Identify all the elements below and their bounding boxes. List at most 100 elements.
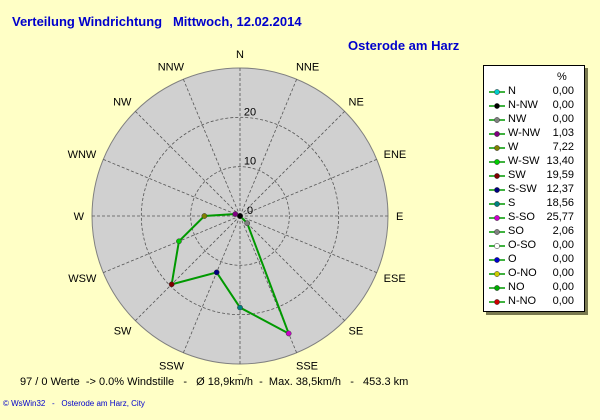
legend-swatch <box>489 201 505 207</box>
legend-item-s-so: S-SO 25,77 <box>484 211 584 225</box>
point-w <box>201 213 208 219</box>
legend-swatch <box>489 257 505 263</box>
stats-line: 97 / 0 Werte -> 0.0% Windstille - Ø 18,9… <box>20 376 409 388</box>
legend-item-n-no: N-NO 0,00 <box>484 295 584 309</box>
legend-item-sw: SW 19,59 <box>484 169 584 183</box>
legend-label: N-NO <box>508 295 537 307</box>
legend-value: 7,22 <box>552 141 574 153</box>
direction-label-nnw: NNW <box>158 61 185 73</box>
legend-value: 12,37 <box>546 183 574 195</box>
legend-label: O <box>508 253 517 265</box>
legend-label: NO <box>508 281 525 293</box>
legend-swatch <box>489 299 505 305</box>
legend-value: 0,00 <box>552 267 574 279</box>
legend-item-o-so: O-SO 0,00 <box>484 239 584 253</box>
legend-label: S-SO <box>508 211 535 223</box>
legend-swatch <box>489 145 505 151</box>
legend-item-no: NO 0,00 <box>484 281 584 295</box>
direction-label-n: N <box>236 49 244 61</box>
legend-value: 0,00 <box>552 281 574 293</box>
legend-item-s-sw: S-SW 12,37 <box>484 183 584 197</box>
location-label: Osterode am Harz <box>348 38 460 53</box>
legend-item-nw: NW 0,00 <box>484 113 584 127</box>
legend-value: 0,00 <box>552 85 574 97</box>
legend-label: O-SO <box>508 239 537 251</box>
legend-item-o: O 0,00 <box>484 253 584 267</box>
direction-label-sw: SW <box>114 326 132 338</box>
direction-label-ne: NE <box>349 96 364 108</box>
legend-item-s: S 18,56 <box>484 197 584 211</box>
radial-tick-10: 10 <box>244 156 256 168</box>
point-n-nw <box>237 213 243 219</box>
legend-label: N-NW <box>508 99 538 111</box>
legend-value: 0,00 <box>552 295 574 307</box>
legend-label: SW <box>508 169 526 181</box>
direction-label-se: SE <box>349 326 364 338</box>
point-w-nw <box>232 211 239 217</box>
legend-label: W <box>508 141 519 153</box>
direction-label-wsw: WSW <box>68 273 97 285</box>
legend-value: 0,00 <box>552 113 574 125</box>
legend-label: N <box>508 85 516 97</box>
legend-value: 13,40 <box>546 155 574 167</box>
direction-label-wnw: WNW <box>68 149 97 161</box>
legend-panel: % N 0,00 N-NW 0,00 NW 0,00 W-NW 1,03 W 7,22 W-SW 13… <box>483 65 585 312</box>
legend-swatch <box>489 187 505 193</box>
legend-swatch <box>489 173 505 179</box>
legend-swatch <box>489 229 505 235</box>
legend-item-w-sw: W-SW 13,40 <box>484 155 584 169</box>
legend-item-w: W 7,22 <box>484 141 584 155</box>
direction-labels: N NNE NE ENE E ESE SE SSE S SSW SW WSW W WNW NW NNW <box>68 49 407 375</box>
point-w-sw <box>176 238 182 245</box>
legend-item-n: N 0,00 <box>484 85 584 99</box>
wind-rose-chart: N NNE NE ENE E ESE SE SSE S SSW SW WSW W WNW NW NNW 0 10… <box>68 49 407 375</box>
direction-label-e: E <box>396 211 403 223</box>
direction-label-sse: SSE <box>296 361 318 373</box>
footer-credit: © WsWin32 - Osterode am Harz, City <box>3 399 145 408</box>
direction-label-ese: ESE <box>384 273 406 285</box>
legend-label: S-SW <box>508 183 537 195</box>
point-s-sw <box>213 269 220 276</box>
legend-swatch <box>489 285 505 291</box>
legend-label: W-NW <box>508 127 541 139</box>
wind-series <box>168 211 292 337</box>
direction-label-nw: NW <box>113 96 132 108</box>
legend-swatch <box>489 215 505 221</box>
point-s-so <box>285 330 292 337</box>
legend-swatch <box>489 89 505 95</box>
legend-swatch <box>489 103 505 109</box>
legend-value: 0,00 <box>552 239 574 251</box>
legend-item-o-no: O-NO 0,00 <box>484 267 584 281</box>
radial-tick-labels: 0 10 20 <box>244 106 256 217</box>
legend-item-w-nw: W-NW 1,03 <box>484 127 584 141</box>
legend-value: 2,06 <box>552 225 574 237</box>
legend-label: W-SW <box>508 155 540 167</box>
direction-label-ssw: SSW <box>159 361 185 373</box>
direction-label-ene: ENE <box>384 149 407 161</box>
legend-swatch <box>489 131 505 137</box>
legend-label: NW <box>508 113 527 125</box>
legend-swatch <box>489 117 505 123</box>
direction-label-s: S <box>236 373 243 375</box>
legend-value: 0,00 <box>552 253 574 265</box>
direction-label-nne: NNE <box>296 61 319 73</box>
legend-label: S <box>508 197 516 209</box>
legend-item-so: SO 2,06 <box>484 225 584 239</box>
point-s <box>237 304 243 311</box>
legend-item-n-nw: N-NW 0,00 <box>484 99 584 113</box>
grid-ring <box>190 166 290 266</box>
radial-tick-0: 0 <box>247 205 253 217</box>
legend-swatch <box>489 271 505 277</box>
chart-title: Verteilung Windrichtung Mittwoch, 12.02.… <box>12 14 302 29</box>
point-so <box>244 220 251 227</box>
radial-tick-20: 20 <box>244 106 256 118</box>
point-sw <box>168 281 175 288</box>
legend-label: O-NO <box>508 267 537 279</box>
legend-value: 19,59 <box>546 169 574 181</box>
legend-swatch <box>489 159 505 165</box>
wind-polygon <box>170 213 291 336</box>
legend-value: 0,00 <box>552 99 574 111</box>
legend-value: 1,03 <box>552 127 574 139</box>
legend-value: 25,77 <box>546 211 574 223</box>
legend-unit: % <box>557 71 567 83</box>
